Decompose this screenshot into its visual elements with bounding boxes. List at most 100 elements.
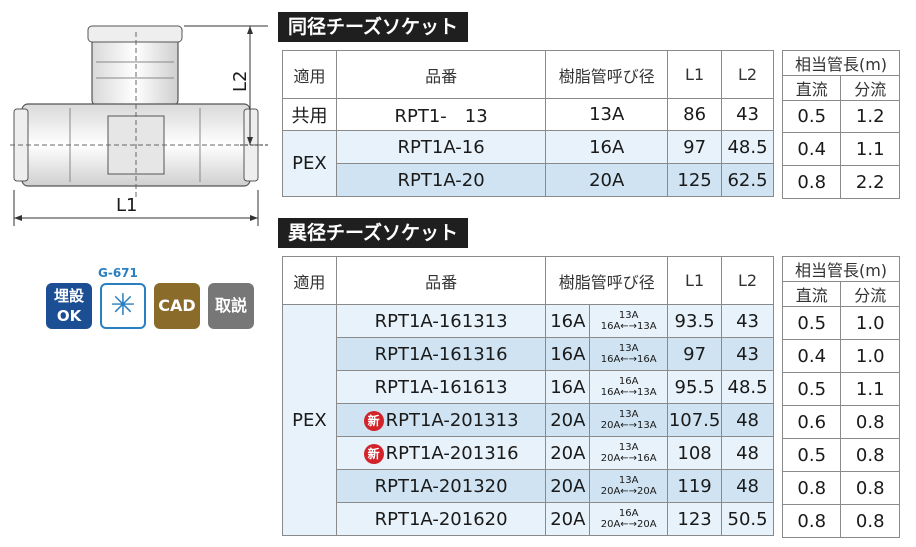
burial-line2: OK	[56, 307, 82, 325]
l2-value: 43	[721, 98, 774, 131]
part-number: RPT1A-161316	[374, 343, 508, 365]
connection-diagram: 16A 16A←→13A	[589, 370, 669, 404]
connection-diagram: 16A 20A←→20A	[589, 502, 669, 536]
l2-value: 43	[721, 337, 774, 371]
usage-cell: 共用	[282, 98, 337, 131]
part-number-cell: RPT1A-161613	[335, 370, 547, 404]
straight-value: 0.5	[781, 438, 842, 472]
burial-line1: 埋設	[53, 287, 84, 305]
branch-value: 0.8	[840, 471, 900, 505]
new-product-mark: 新	[363, 443, 384, 464]
branch-size: 16A	[618, 376, 639, 387]
branch-header: 分流	[840, 75, 900, 101]
header-pipe: 樹脂管呼び径	[545, 256, 669, 305]
equivalent-length-table-2: 相当管長(m) 直流 分流 0.5 1.0 0.4 1.0 0.5 1.1 0.6 0.8 0.…	[781, 256, 900, 538]
pipe-size: 20A	[545, 436, 591, 470]
l2-label: L2	[230, 70, 251, 92]
branch-size: 13A	[618, 409, 639, 420]
branch-header: 分流	[840, 281, 900, 307]
run-size: 16A←→13A	[600, 387, 657, 398]
l1-value: 119	[667, 469, 723, 503]
straight-value: 0.4	[781, 132, 842, 166]
branch-size: 13A	[618, 475, 639, 486]
l1-value: 97	[667, 130, 723, 164]
table-row: 共用 RPT1- 13 13A 86 43	[282, 98, 774, 131]
pipe-size: 20A	[545, 163, 669, 197]
part-number: RPT1A-161613	[374, 376, 508, 398]
l1-label: L1	[116, 195, 138, 216]
straight-header: 直流	[781, 75, 842, 101]
run-size: 16A←→13A	[600, 321, 657, 332]
table-row: RPT1A-161613 16A 16A 16A←→13A 95.5 48.5	[282, 370, 774, 404]
table-row: RPT1A-161316 16A 13A 16A←→16A 97 43	[282, 337, 774, 371]
equivalent-length-table-1: 相当管長(m) 直流 分流 0.5 1.2 0.4 1.1 0.8 2.2	[781, 50, 900, 199]
snowflake-icon: ✳	[100, 283, 146, 329]
header-l2: L2	[721, 50, 774, 99]
section1-title: 同径チーズソケット	[278, 12, 469, 42]
part-number: RPT1A-201316	[385, 442, 519, 464]
straight-value: 0.5	[781, 372, 842, 406]
branch-size: 13A	[618, 310, 639, 321]
burial-ok-badge: 埋設 OK	[46, 283, 92, 329]
l1-value: 95.5	[667, 370, 723, 404]
branch-size: 16A	[618, 508, 639, 519]
l1-value: 86	[667, 98, 723, 131]
part-number: RPT1- 13	[335, 98, 547, 131]
pipe-size: 16A	[545, 304, 591, 338]
connection-diagram: 13A 20A←→13A	[589, 403, 669, 437]
l1-value: 125	[667, 163, 723, 197]
connection-diagram: 13A 16A←→16A	[589, 337, 669, 371]
header-part: 品番	[335, 256, 547, 305]
l1-value: 97	[667, 337, 723, 371]
pipe-size: 16A	[545, 337, 591, 371]
l2-value: 48	[721, 436, 774, 470]
table-row: RPT1A-20 20A 125 62.5	[282, 163, 774, 197]
part-number: RPT1A-161313	[374, 310, 508, 332]
part-number-cell: RPT1A-201620	[335, 502, 547, 536]
part-number-cell: RPT1A-201320	[335, 469, 547, 503]
run-size: 20A←→13A	[600, 420, 657, 431]
l2-value: 43	[721, 304, 774, 338]
straight-value: 0.6	[781, 405, 842, 439]
branch-value: 0.8	[840, 504, 900, 538]
part-number-cell: 新 RPT1A-201313	[335, 403, 547, 437]
straight-value: 0.8	[781, 471, 842, 505]
branch-value: 1.1	[840, 132, 900, 166]
run-size: 20A←→20A	[600, 519, 657, 530]
part-number-cell: 新 RPT1A-201316	[335, 436, 547, 470]
tee-diagram	[10, 25, 268, 226]
manual-badge[interactable]: 取説	[208, 283, 254, 329]
l2-value: 48.5	[721, 370, 774, 404]
header-l1: L1	[667, 256, 723, 305]
straight-value: 0.4	[781, 339, 842, 373]
connection-diagram: 13A 20A←→20A	[589, 469, 669, 503]
table-row: PEX RPT1A-16 16A 97 48.5	[282, 130, 774, 197]
g-code-label: G-671	[98, 266, 138, 280]
reducing-tee-table: 適用 品番 樹脂管呼び径 L1 L2 PEX RPT1A-161313 16A 13A…	[282, 256, 774, 536]
section2-title: 異径チーズソケット	[278, 218, 469, 248]
branch-size: 13A	[618, 442, 639, 453]
straight-value: 0.8	[781, 165, 842, 199]
equiv-length-header: 相当管長(m)	[782, 256, 900, 282]
connection-diagram: 13A 16A←→13A	[589, 304, 669, 338]
l1-value: 107.5	[667, 403, 723, 437]
straight-value: 0.8	[781, 504, 842, 538]
l2-value: 50.5	[721, 502, 774, 536]
run-size: 20A←→16A	[600, 453, 657, 464]
pipe-size: 20A	[545, 502, 591, 536]
part-number: RPT1A-201320	[374, 475, 508, 497]
straight-value: 0.5	[781, 100, 842, 133]
branch-value: 1.0	[840, 306, 900, 340]
part-number-cell: RPT1A-161316	[335, 337, 547, 371]
connection-diagram: 13A 20A←→16A	[589, 436, 669, 470]
table-row: PEX RPT1A-161313 16A 13A 16A←→13A 93.5 43	[282, 304, 774, 536]
l1-value: 93.5	[667, 304, 723, 338]
header-pipe: 樹脂管呼び径	[545, 50, 669, 99]
l1-value: 123	[667, 502, 723, 536]
cad-badge[interactable]: CAD	[154, 283, 200, 329]
usage-cell: PEX	[282, 304, 337, 536]
l2-value: 48	[721, 403, 774, 437]
pipe-size: 20A	[545, 403, 591, 437]
table-row: 新 RPT1A-201313 20A 13A 20A←→13A 107.5 48	[282, 403, 774, 437]
l2-value: 62.5	[721, 163, 774, 197]
